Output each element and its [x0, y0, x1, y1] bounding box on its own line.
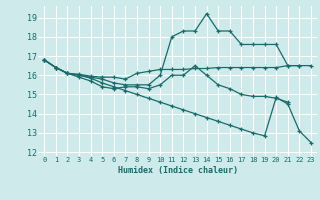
X-axis label: Humidex (Indice chaleur): Humidex (Indice chaleur): [118, 166, 238, 175]
